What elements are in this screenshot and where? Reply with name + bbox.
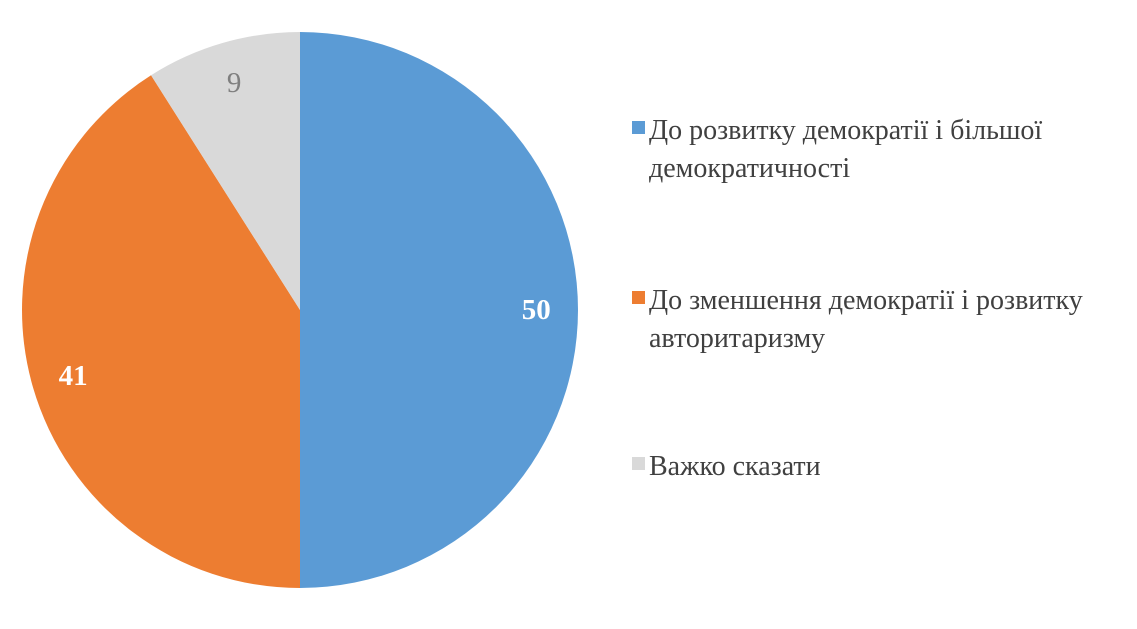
legend-label: До розвитку демократії і більшої демокра… (649, 115, 1043, 184)
legend-item-decreasing-democracy: До зменшення демократії і розвитку автор… (632, 282, 1114, 357)
legend-label: До зменшення демократії і розвитку автор… (649, 285, 1083, 354)
legend-swatch-gray (632, 457, 645, 470)
legend-swatch-orange (632, 291, 645, 304)
legend-item-hard-to-say: Важко сказати (632, 448, 1114, 486)
pie-slice-2 (151, 32, 300, 310)
pie-data-label-2: 9 (227, 67, 242, 99)
pie-chart-area: 50 41 9 (22, 32, 578, 588)
pie-slice-1 (22, 75, 300, 588)
pie-chart: 50 41 9 (22, 32, 578, 588)
pie-slice-0 (300, 32, 578, 588)
pie-data-label-1: 41 (59, 360, 88, 392)
pie-data-label-0: 50 (522, 294, 551, 326)
legend-label: Важко сказати (649, 451, 821, 482)
legend-item-developing-democracy: До розвитку демократії і більшої демокра… (632, 112, 1114, 187)
legend: До розвитку демократії і більшої демокра… (632, 0, 1122, 629)
legend-swatch-blue (632, 121, 645, 134)
